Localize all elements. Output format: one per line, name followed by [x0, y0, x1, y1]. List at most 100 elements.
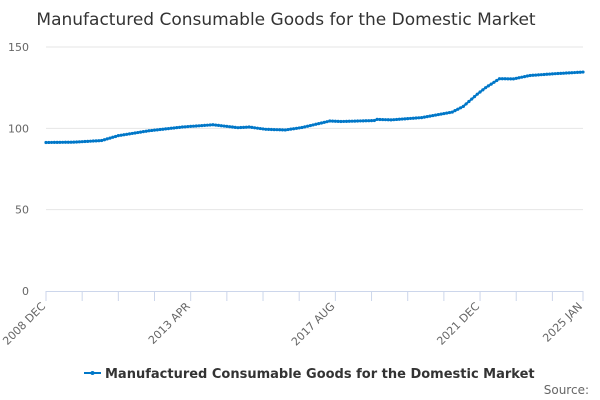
data-point[interactable]: [361, 119, 365, 123]
data-point[interactable]: [358, 119, 363, 123]
data-point[interactable]: [520, 75, 524, 79]
data-point[interactable]: [44, 140, 48, 145]
data-point[interactable]: [108, 136, 112, 140]
data-point[interactable]: [509, 77, 513, 81]
data-point[interactable]: [442, 111, 446, 116]
data-point[interactable]: [127, 132, 132, 136]
data-point[interactable]: [514, 76, 518, 80]
data-point[interactable]: [119, 133, 123, 137]
data-point[interactable]: [72, 140, 76, 144]
data-point[interactable]: [573, 70, 577, 75]
data-point[interactable]: [439, 112, 443, 116]
data-point[interactable]: [534, 73, 538, 77]
data-point[interactable]: [244, 125, 248, 129]
data-point[interactable]: [575, 70, 580, 74]
data-point[interactable]: [467, 99, 471, 104]
data-point[interactable]: [375, 117, 379, 121]
data-point[interactable]: [105, 137, 109, 141]
data-point[interactable]: [141, 130, 145, 134]
data-point[interactable]: [484, 86, 488, 90]
data-point[interactable]: [97, 139, 101, 143]
data-point[interactable]: [367, 119, 371, 123]
data-point[interactable]: [458, 106, 463, 110]
data-point[interactable]: [177, 125, 182, 129]
data-point[interactable]: [481, 88, 485, 92]
data-point[interactable]: [289, 127, 293, 131]
data-point[interactable]: [219, 124, 223, 128]
data-point[interactable]: [570, 71, 574, 75]
data-point[interactable]: [211, 123, 215, 127]
data-point[interactable]: [381, 117, 385, 122]
data-point[interactable]: [94, 139, 98, 143]
data-point[interactable]: [328, 119, 332, 123]
data-point[interactable]: [278, 128, 282, 132]
data-point[interactable]: [492, 80, 496, 84]
data-point[interactable]: [169, 126, 173, 130]
data-point[interactable]: [383, 118, 388, 122]
data-point[interactable]: [325, 120, 329, 124]
data-point[interactable]: [322, 120, 326, 124]
data-point[interactable]: [311, 123, 315, 127]
data-point[interactable]: [225, 124, 229, 128]
data-point[interactable]: [264, 127, 268, 131]
data-point[interactable]: [247, 125, 251, 129]
data-point[interactable]: [581, 70, 585, 74]
data-point[interactable]: [166, 126, 171, 131]
data-point[interactable]: [461, 104, 465, 108]
data-point[interactable]: [69, 140, 73, 144]
data-point[interactable]: [342, 119, 346, 124]
data-point[interactable]: [55, 140, 59, 144]
data-point[interactable]: [286, 127, 290, 132]
data-point[interactable]: [111, 135, 115, 139]
data-point[interactable]: [528, 73, 532, 78]
data-point[interactable]: [194, 124, 198, 128]
data-point[interactable]: [453, 109, 457, 113]
source-label[interactable]: Source:: [544, 383, 589, 397]
data-point[interactable]: [456, 107, 460, 111]
data-point[interactable]: [344, 119, 349, 123]
data-point[interactable]: [297, 126, 301, 130]
data-point[interactable]: [175, 126, 179, 130]
data-point[interactable]: [339, 119, 343, 124]
data-point[interactable]: [522, 75, 527, 79]
data-point[interactable]: [144, 129, 148, 133]
data-point[interactable]: [369, 119, 374, 123]
data-point[interactable]: [403, 117, 407, 121]
data-point[interactable]: [200, 123, 204, 128]
data-point[interactable]: [125, 132, 129, 136]
data-point[interactable]: [561, 71, 566, 75]
data-point[interactable]: [191, 124, 196, 128]
data-point[interactable]: [202, 123, 207, 127]
data-point[interactable]: [347, 119, 351, 123]
data-point[interactable]: [280, 128, 285, 132]
data-point[interactable]: [292, 127, 296, 131]
data-point[interactable]: [47, 140, 51, 145]
data-point[interactable]: [548, 72, 552, 76]
data-point[interactable]: [294, 126, 299, 130]
data-point[interactable]: [420, 115, 424, 120]
data-point[interactable]: [266, 127, 271, 132]
data-point[interactable]: [275, 128, 279, 132]
data-point[interactable]: [147, 129, 151, 133]
data-point[interactable]: [91, 139, 95, 143]
data-point[interactable]: [300, 125, 304, 130]
data-point[interactable]: [228, 125, 232, 129]
data-point[interactable]: [155, 128, 159, 132]
data-point[interactable]: [556, 71, 560, 76]
data-point[interactable]: [230, 125, 235, 129]
data-point[interactable]: [236, 126, 240, 130]
data-point[interactable]: [250, 125, 254, 130]
data-point[interactable]: [408, 116, 413, 121]
data-point[interactable]: [411, 116, 415, 120]
data-point[interactable]: [269, 127, 273, 132]
data-point[interactable]: [489, 82, 493, 86]
data-point[interactable]: [506, 77, 510, 81]
data-point[interactable]: [317, 122, 321, 126]
data-point[interactable]: [394, 117, 399, 122]
data-point[interactable]: [216, 123, 221, 128]
data-point[interactable]: [414, 116, 418, 120]
data-point[interactable]: [122, 133, 126, 137]
data-point[interactable]: [100, 138, 104, 143]
data-point[interactable]: [314, 122, 318, 126]
data-point[interactable]: [183, 125, 187, 129]
